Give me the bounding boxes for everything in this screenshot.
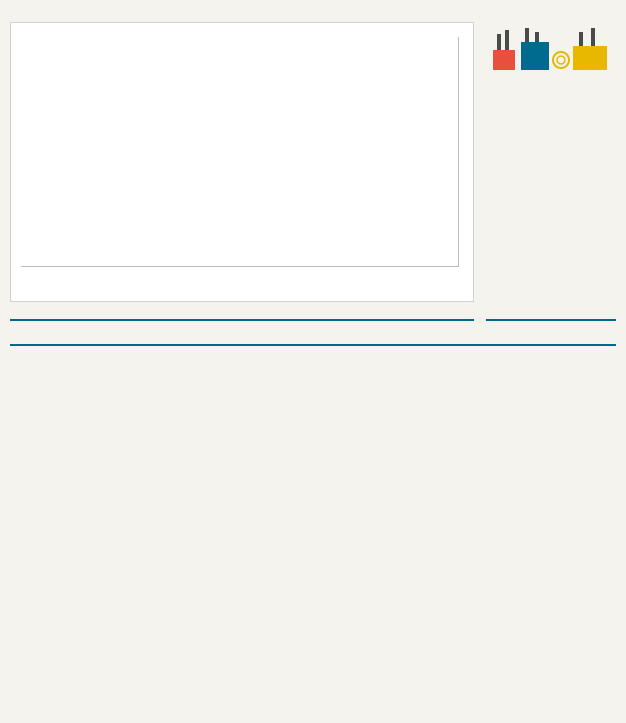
section-lng [10, 302, 474, 327]
section-mix-header [486, 316, 616, 321]
section-lng-header [10, 316, 474, 321]
right-column [486, 10, 616, 302]
main-container [10, 10, 616, 302]
bars-wrap [21, 37, 459, 267]
left-column [10, 10, 474, 302]
section-local-header [10, 341, 616, 346]
section-local [10, 341, 616, 352]
factory-icon [486, 20, 616, 70]
sections-row-1 [10, 302, 616, 327]
section-mix [486, 302, 616, 327]
chart-box [10, 22, 474, 302]
chart-area [21, 37, 463, 267]
